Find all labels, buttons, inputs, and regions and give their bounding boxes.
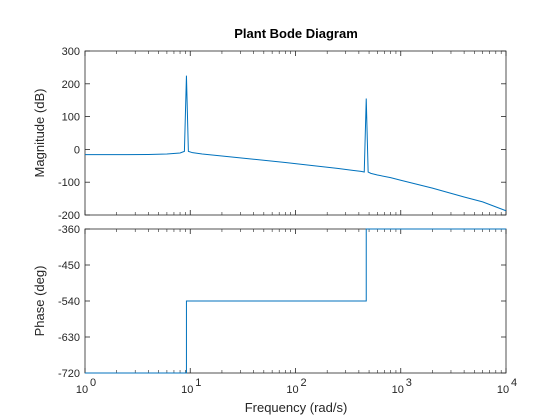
x-tick-label: 10 [392, 384, 404, 396]
phase-ylabel: Phase (deg) [32, 266, 47, 337]
phase-y-tick-labels: -720 -630 -540 -450 -360 [58, 224, 80, 380]
x-tick-label: 10 [286, 384, 298, 396]
magnitude-series-line [85, 75, 507, 212]
xlabel: Frequency (rad/s) [245, 400, 348, 415]
x-tick-exponent: 3 [406, 377, 412, 389]
y-tick-label: -100 [58, 177, 80, 189]
y-tick-label: -630 [58, 332, 80, 344]
y-tick-label: 0 [74, 144, 80, 156]
magnitude-panel: -200 -100 0 100 200 300 Magnitude (dB) [32, 46, 507, 222]
y-tick-label: 200 [62, 79, 80, 91]
magnitude-ticks [84, 50, 507, 216]
magnitude-axes-box [84, 50, 507, 216]
y-tick-label: 300 [62, 46, 80, 58]
magnitude-ylabel: Magnitude (dB) [32, 89, 47, 178]
x-tick-exponent: 4 [511, 377, 517, 389]
x-tick-exponent: 0 [90, 377, 96, 389]
x-tick-label: 10 [497, 384, 509, 396]
chart-title: Plant Bode Diagram [234, 26, 358, 41]
x-tick-label: 10 [181, 384, 193, 396]
x-tick-exponent: 2 [300, 377, 306, 389]
x-tick-exponent: 1 [195, 377, 201, 389]
magnitude-y-tick-labels: -200 -100 0 100 200 300 [58, 46, 80, 222]
x-tick-label: 10 [76, 384, 88, 396]
y-tick-label: -720 [58, 368, 80, 380]
y-tick-label: -360 [58, 224, 80, 236]
phase-series-line [85, 228, 506, 374]
y-tick-label: -540 [58, 296, 80, 308]
y-tick-label: -450 [58, 260, 80, 272]
y-tick-label: 100 [62, 112, 80, 124]
y-tick-label: -200 [58, 210, 80, 222]
